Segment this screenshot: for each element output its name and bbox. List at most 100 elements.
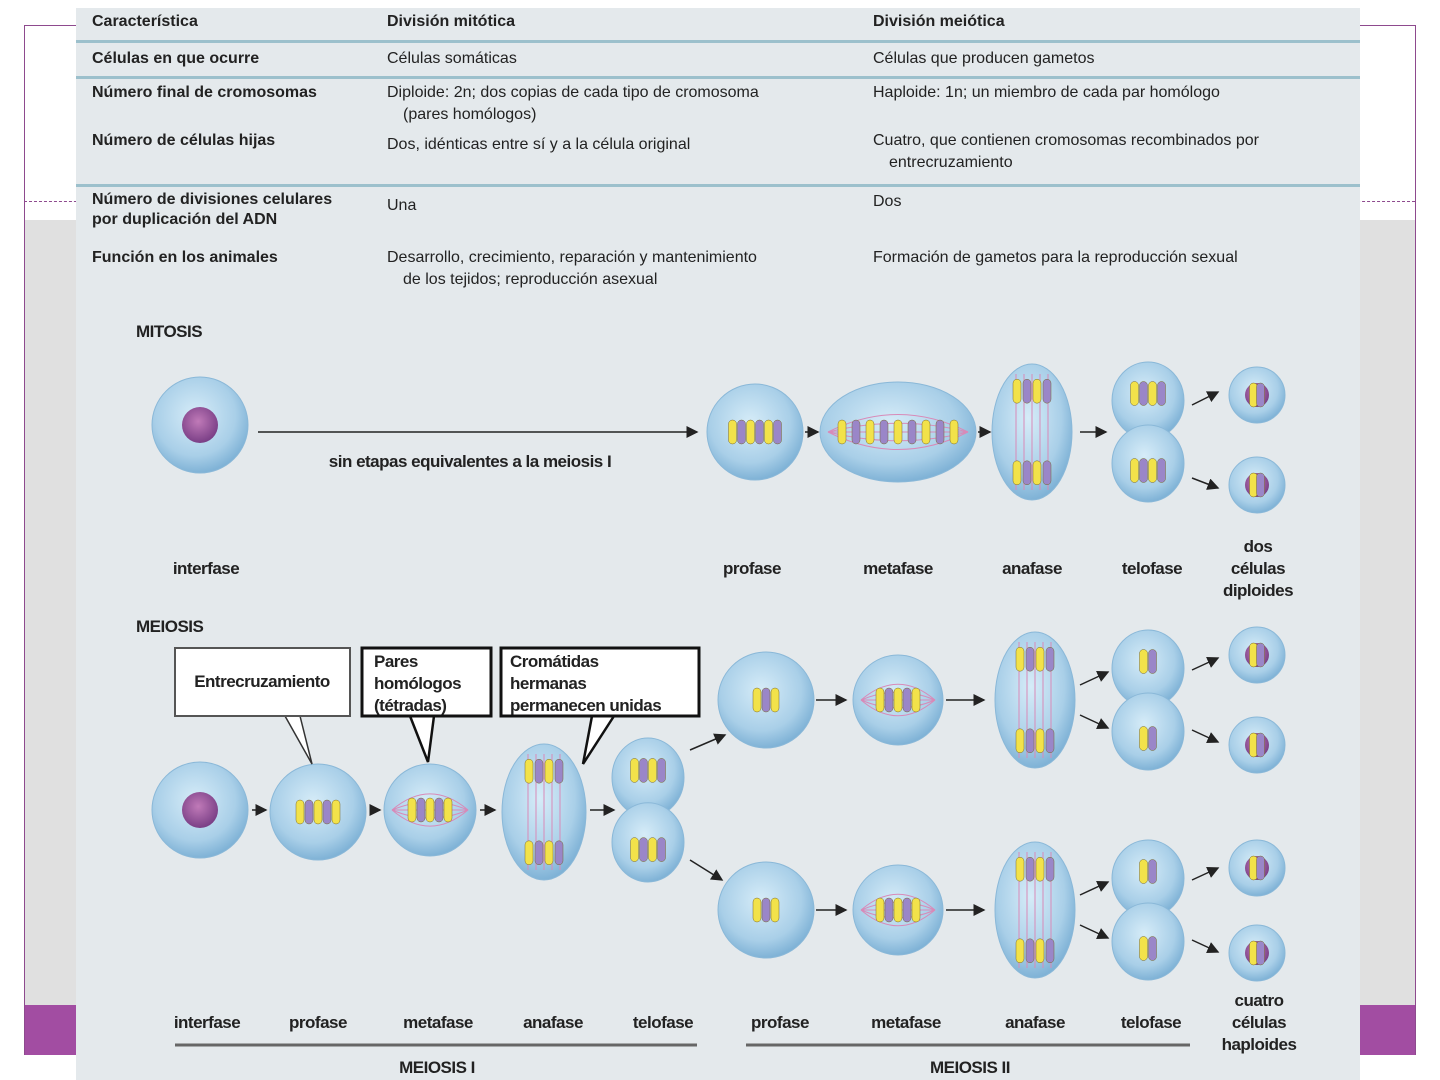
arrow-icon — [1079, 924, 1110, 940]
chromosome — [304, 799, 314, 825]
cell-interfase — [151, 376, 249, 474]
cell-telofase — [1111, 361, 1185, 503]
cell-interfase — [151, 761, 249, 859]
chromosome — [1022, 378, 1032, 404]
chromosome — [1045, 728, 1055, 754]
chromosome — [1045, 856, 1055, 882]
chromosome — [425, 797, 435, 823]
result-label: diploides — [1223, 581, 1293, 600]
cell-membrane — [706, 383, 804, 481]
chromosome — [851, 419, 861, 445]
chromosome — [837, 419, 847, 445]
cell-anafase — [994, 631, 1076, 769]
cell-telofase — [611, 737, 685, 883]
cell-telofase — [1111, 629, 1185, 771]
row-meiosis: Cuatro, que contienen cromosomas recombi… — [873, 130, 1259, 174]
table-divider — [76, 184, 1360, 187]
chromosome — [534, 758, 544, 784]
chromosome — [1015, 938, 1025, 964]
cell-profase — [717, 651, 815, 749]
chromosome — [630, 758, 639, 783]
row-mitosis: Diploide: 2n; dos copias de cada tipo de… — [387, 82, 759, 126]
chromosome — [1025, 728, 1035, 754]
row-mitosis: Células somáticas — [387, 50, 517, 67]
chromosome — [1148, 936, 1157, 961]
callout-text: hermanas — [510, 674, 586, 693]
chromosome — [1015, 728, 1025, 754]
cell-daughter — [1228, 924, 1286, 982]
callout-text: Entrecruzamiento — [194, 672, 330, 691]
chromosome — [1035, 938, 1045, 964]
chromosome — [1157, 381, 1166, 406]
chromosome — [1256, 855, 1265, 881]
chromosome — [1148, 458, 1157, 483]
arrow-icon — [689, 733, 727, 751]
row-mitosis: Una — [387, 197, 417, 214]
callout-text: (tétradas) — [374, 696, 446, 715]
chromosome — [1139, 649, 1148, 674]
chromosome — [875, 897, 885, 923]
chromosome — [755, 419, 764, 445]
chromosome — [746, 419, 755, 445]
chromosome — [875, 687, 885, 713]
chromosome — [1025, 856, 1035, 882]
cell-membrane — [1111, 902, 1185, 981]
arrow-icon — [1191, 656, 1220, 671]
row-meiosis: Células que producen gametos — [873, 50, 1095, 67]
cell-line: (pares homólogos) — [403, 106, 537, 123]
chromosome — [1148, 381, 1157, 406]
meiosis2-label: MEIOSIS II — [930, 1058, 1010, 1077]
arrow-icon — [1079, 670, 1110, 686]
slide-border-right — [1415, 25, 1416, 1055]
stage-label: anafase — [523, 1013, 583, 1032]
chromosome — [524, 840, 534, 866]
row-feature: Número final de cromosomas — [92, 84, 317, 101]
chromosome — [770, 687, 780, 713]
chromosome — [1139, 726, 1148, 751]
stage-label: interfase — [173, 559, 239, 578]
chromosome — [884, 897, 894, 923]
chromosome — [1022, 460, 1032, 486]
chromosome — [1139, 936, 1148, 961]
arrow-icon — [1079, 880, 1110, 896]
cell-line: Cuatro, que contienen cromosomas recombi… — [873, 132, 1259, 149]
chromosome — [865, 419, 875, 445]
spindle-fiber — [391, 809, 469, 827]
chromosome — [761, 687, 771, 713]
chromosome — [407, 797, 417, 823]
row-feature: Número de células hijas — [92, 132, 276, 149]
chromosome — [1035, 856, 1045, 882]
stage-label: profase — [289, 1013, 347, 1032]
cell-profase — [269, 763, 367, 861]
stage-label: anafase — [1002, 559, 1062, 578]
chromosome — [893, 897, 903, 923]
cell-daughter — [1228, 456, 1286, 514]
stage-label: interfase — [174, 1013, 240, 1032]
chromosome — [630, 837, 639, 862]
chromosome — [1256, 642, 1265, 668]
chromosome — [764, 419, 773, 445]
cell-daughter — [1228, 626, 1286, 684]
cell-membrane — [1111, 424, 1185, 503]
chromosome — [1042, 378, 1052, 404]
cell-profase — [706, 383, 804, 481]
stage-label: metafase — [871, 1013, 941, 1032]
chromosome — [1148, 859, 1157, 884]
chromosome — [1148, 649, 1157, 674]
cell-metafase — [819, 381, 977, 483]
chromosome — [902, 687, 912, 713]
callout-text: Cromátidas — [510, 652, 599, 671]
chromosome — [534, 840, 544, 866]
chromosome — [761, 897, 771, 923]
stage-label: metafase — [863, 559, 933, 578]
chromosome — [1012, 378, 1022, 404]
chromosome — [1130, 381, 1139, 406]
skip-label: sin etapas equivalentes a la meiosis I — [329, 452, 611, 471]
chromosome — [902, 897, 912, 923]
chromosome — [639, 758, 648, 783]
chromosome — [331, 799, 341, 825]
slide-border-left — [24, 25, 25, 1055]
cell-line: Diploide: 2n; dos copias de cada tipo de… — [387, 84, 759, 101]
table-divider — [76, 76, 1360, 79]
chromosome — [1035, 728, 1045, 754]
